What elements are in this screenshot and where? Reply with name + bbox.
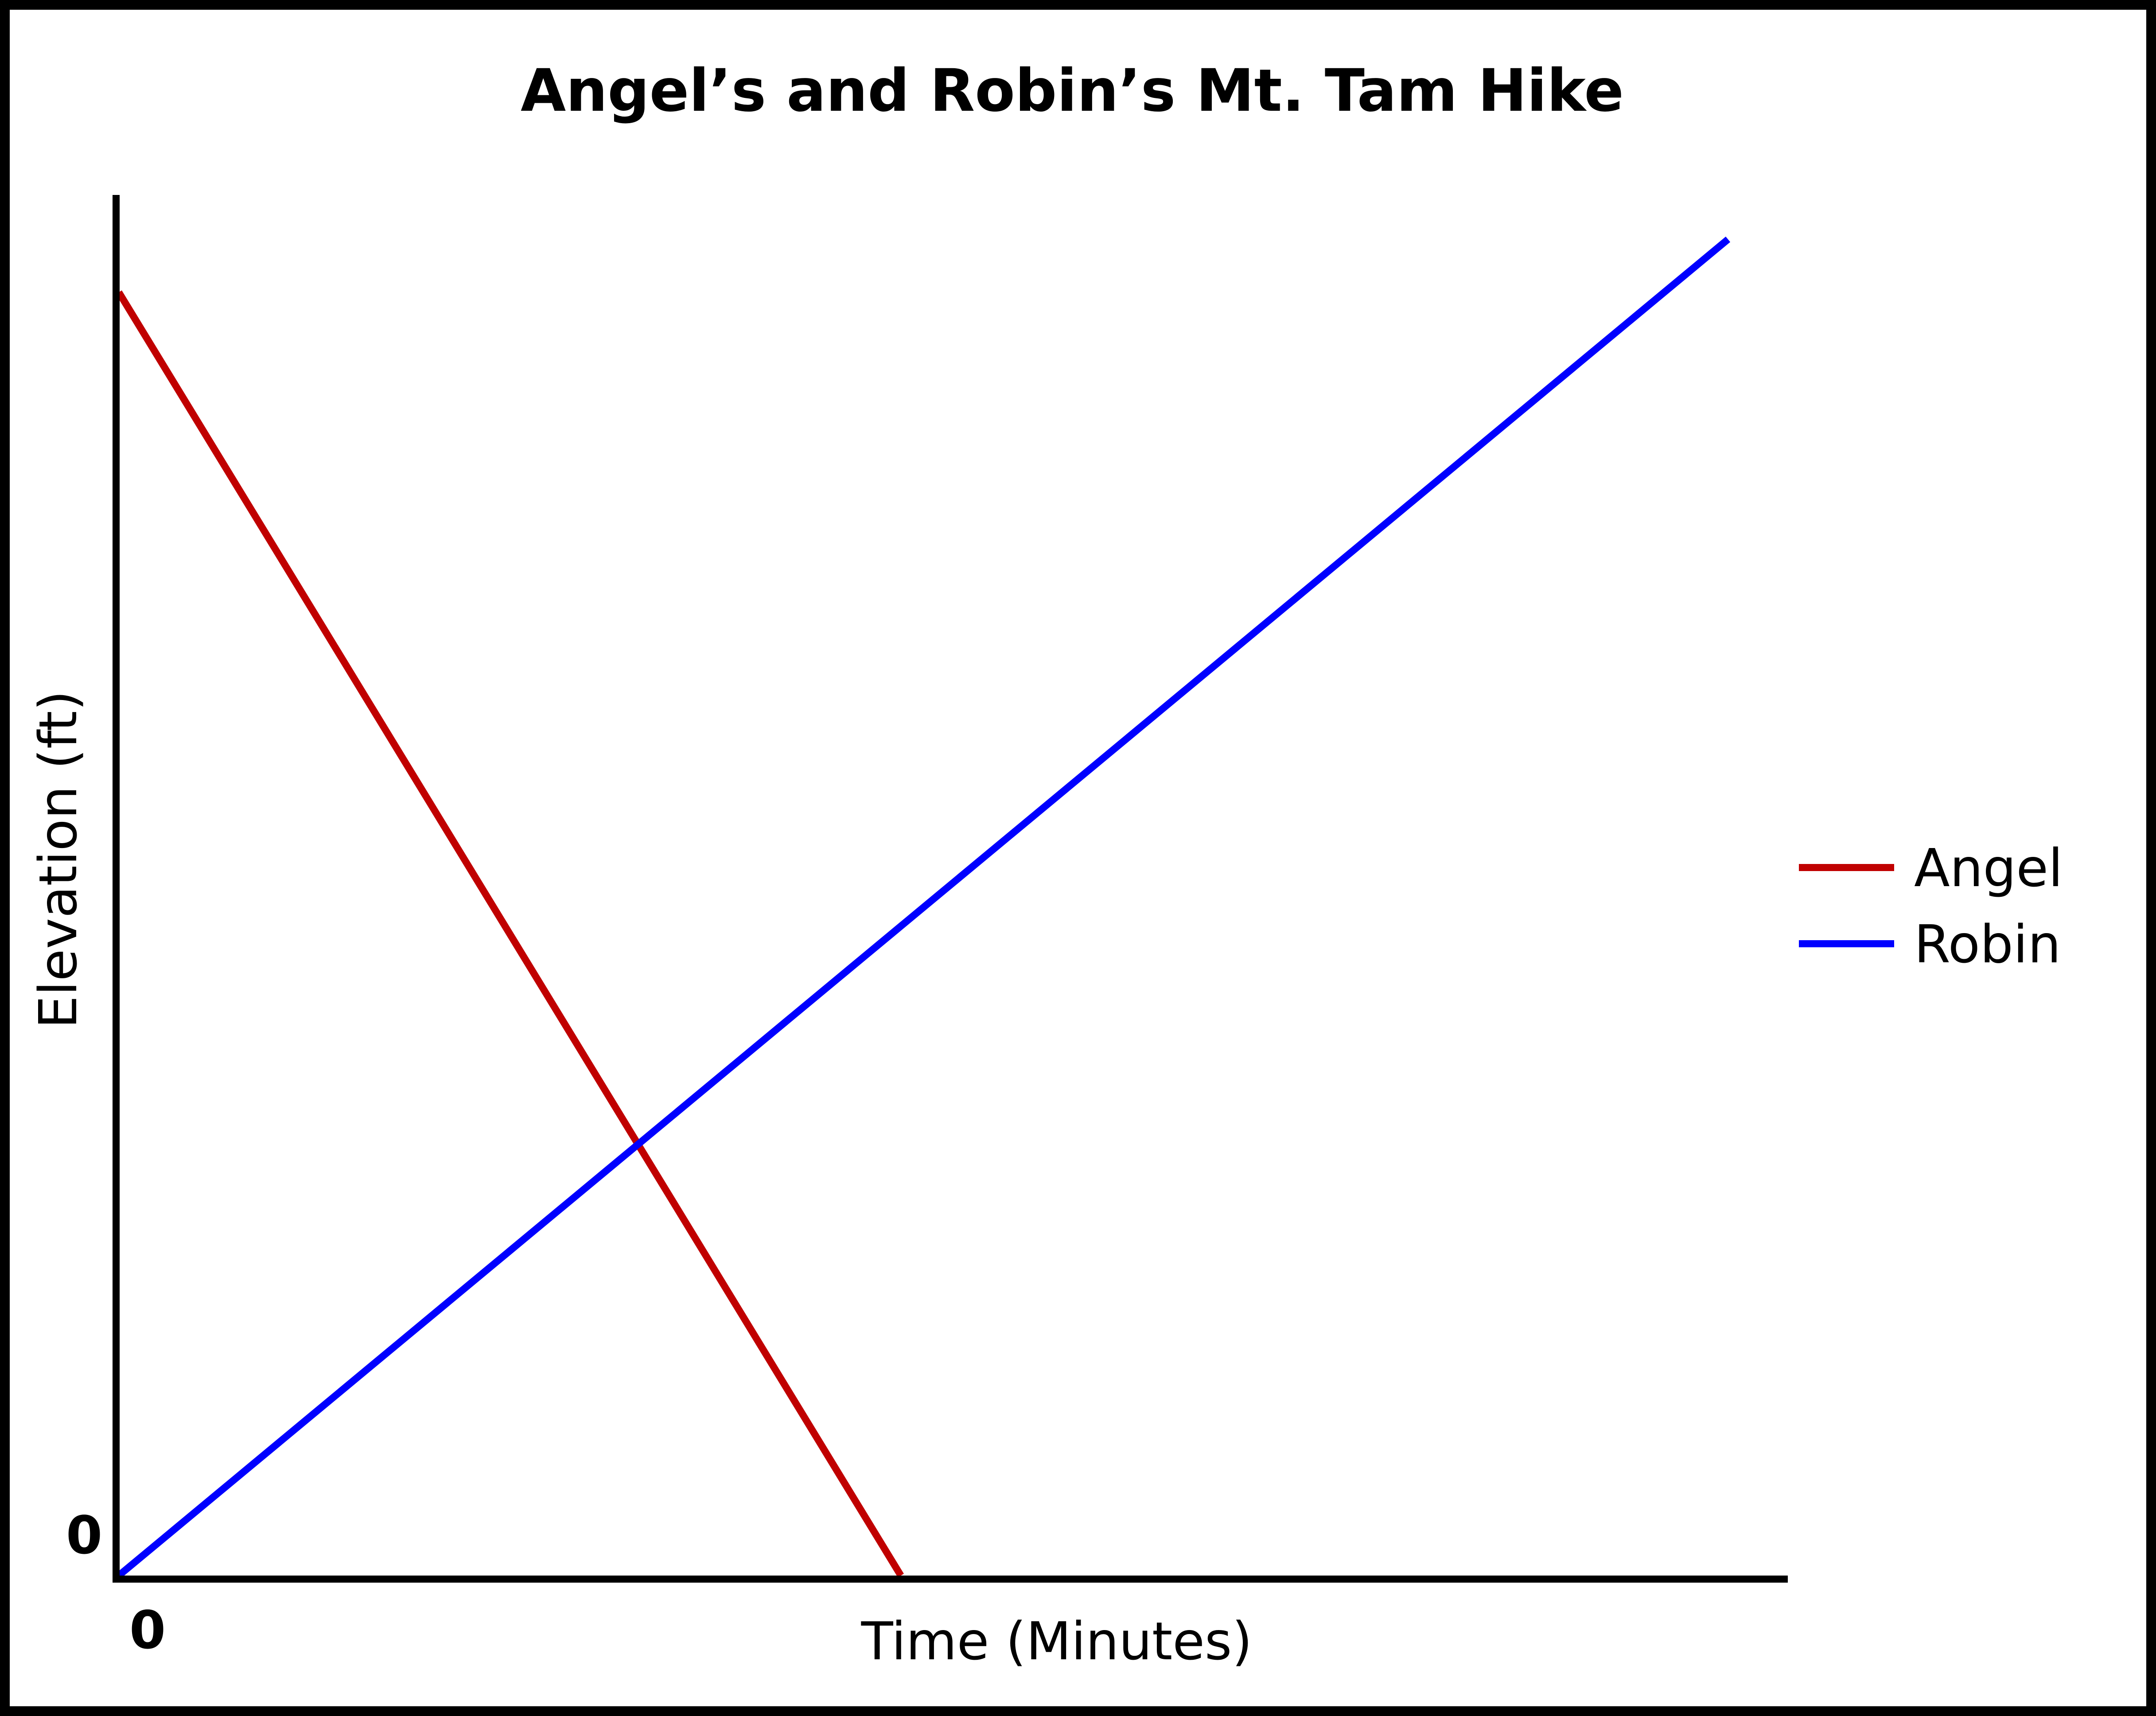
legend: Angel Robin bbox=[1799, 837, 2063, 975]
series-line-angel bbox=[116, 290, 904, 1578]
x-axis-label: Time (Minutes) bbox=[861, 1611, 1253, 1672]
legend-label-robin: Robin bbox=[1914, 914, 2061, 975]
x-tick-label-0: 0 bbox=[129, 1599, 166, 1661]
legend-label-angel: Angel bbox=[1914, 837, 2063, 899]
y-tick-label-0: 0 bbox=[66, 1505, 102, 1566]
series-layer bbox=[116, 236, 1731, 1579]
series-line-robin bbox=[116, 236, 1731, 1579]
chart-title: Angel’s and Robin’s Mt. Tam Hike bbox=[521, 57, 1624, 125]
y-axis-label: Elevation (ft) bbox=[27, 690, 89, 1028]
